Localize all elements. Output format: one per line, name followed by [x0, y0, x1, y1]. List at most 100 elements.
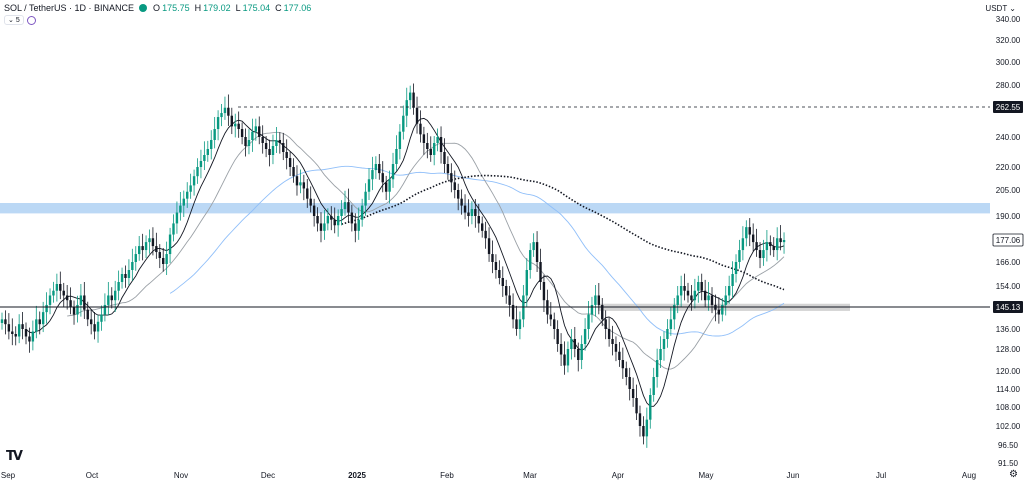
candle: [463, 194, 467, 220]
candle-body: [384, 182, 388, 192]
candle-body: [72, 307, 76, 315]
candle: [611, 325, 614, 356]
currency-selector[interactable]: USDT ⌄: [985, 4, 1016, 13]
candle: [223, 96, 227, 120]
tradingview-logo[interactable]: TV: [6, 449, 23, 464]
candle: [494, 254, 498, 279]
chevron-down-icon: ⌄: [1009, 4, 1016, 13]
candle: [614, 336, 618, 362]
indicator-icon[interactable]: [26, 15, 36, 25]
candle-body: [347, 202, 350, 213]
candle-body: [755, 242, 758, 251]
candle-body: [251, 131, 254, 140]
candle-body: [494, 262, 498, 270]
candle-body: [223, 107, 227, 114]
candle: [374, 156, 378, 179]
candle-body: [734, 262, 738, 274]
candle-body: [275, 140, 278, 146]
candle-body: [676, 295, 679, 305]
candle: [278, 132, 282, 154]
candle: [673, 298, 676, 330]
candle-body: [371, 170, 374, 180]
candle-body: [158, 252, 161, 259]
price-axis[interactable]: 340.00 320.00 300.00 280.00 262.55 240.00 220.…: [990, 0, 1024, 481]
candle-body: [532, 242, 535, 251]
candle-body: [131, 262, 134, 270]
candle: [659, 336, 662, 368]
candle-body: [446, 164, 450, 174]
candle-body: [391, 164, 395, 180]
candle-body: [65, 295, 69, 301]
price-tick-label: 114.00: [996, 385, 1020, 394]
candle-body: [638, 413, 642, 426]
candle: [55, 273, 59, 302]
candle: [206, 140, 209, 162]
candle-body: [662, 339, 666, 349]
candle-body: [189, 185, 192, 192]
price-label-boxed: 262.55: [996, 103, 1021, 112]
candle: [38, 311, 41, 335]
candle: [426, 132, 429, 159]
close-value: 177.06: [283, 3, 312, 13]
indicator-row: ⌄ 5: [4, 15, 36, 25]
candle-body: [727, 286, 731, 296]
candle-body: [103, 304, 107, 315]
candle: [155, 232, 158, 259]
candle: [254, 118, 258, 141]
candle: [172, 214, 175, 242]
candle: [439, 126, 443, 164]
candle: [168, 227, 172, 264]
candle-body: [96, 321, 100, 332]
candle: [93, 311, 96, 340]
price-tick-label: 154.00: [996, 282, 1021, 291]
candle: [549, 302, 552, 327]
candle-body: [182, 198, 185, 206]
price-tick-label: 240.00: [996, 133, 1021, 142]
symbol-title[interactable]: SOL / TetherUS · 1D · BINANCE: [4, 3, 135, 13]
candle-body: [48, 295, 52, 305]
candle-body: [703, 290, 707, 301]
candle-body: [41, 312, 45, 325]
candle: [110, 287, 113, 309]
candle: [4, 310, 7, 335]
candle: [258, 116, 261, 145]
candle: [141, 233, 144, 261]
candle: [460, 189, 463, 215]
candle: [175, 201, 179, 234]
price-tick-label: 128.00: [996, 345, 1021, 354]
candle: [227, 94, 230, 126]
candle: [282, 132, 285, 161]
candle-body: [216, 117, 220, 130]
candle-body: [155, 246, 158, 253]
candle: [642, 416, 645, 445]
price-label-box: [993, 301, 1023, 313]
candle-body: [244, 137, 247, 146]
candle-body: [364, 191, 367, 206]
candle: [309, 186, 312, 213]
candle: [11, 318, 14, 346]
candle: [182, 190, 185, 217]
candle-body: [17, 324, 21, 337]
candle-body: [395, 149, 398, 164]
candle: [432, 136, 436, 166]
candle-body: [247, 140, 251, 146]
gear-icon[interactable]: ⚙: [1009, 469, 1018, 480]
time-axis[interactable]: Sep Oct Nov Dec 2025 Feb Mar Apr May Jun Jul Aug: [1, 471, 976, 480]
candle: [758, 242, 762, 269]
candle: [162, 247, 165, 272]
interval-pill[interactable]: ⌄ 5: [4, 15, 24, 25]
candle: [734, 254, 738, 283]
candle-body: [35, 319, 38, 332]
candle: [124, 265, 127, 288]
candle-body: [412, 92, 415, 108]
candle: [467, 199, 470, 227]
candle: [525, 258, 528, 308]
candle: [360, 198, 364, 227]
candle: [731, 261, 734, 299]
candle: [690, 285, 693, 311]
candle-body: [271, 146, 275, 155]
price-tick-label: 136.00: [996, 325, 1021, 334]
candle-body: [306, 188, 309, 199]
candle: [580, 335, 583, 370]
